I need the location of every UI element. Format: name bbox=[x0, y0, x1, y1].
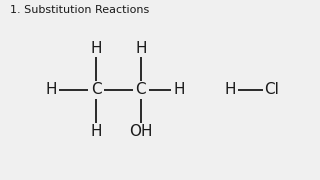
Text: C: C bbox=[135, 82, 146, 98]
Text: H: H bbox=[135, 41, 147, 56]
Text: H: H bbox=[173, 82, 185, 98]
Text: OH: OH bbox=[129, 124, 153, 139]
Text: H: H bbox=[45, 82, 57, 98]
Text: H: H bbox=[90, 41, 102, 56]
Text: 1. Substitution Reactions: 1. Substitution Reactions bbox=[10, 5, 149, 15]
Text: H: H bbox=[90, 124, 102, 139]
Text: H: H bbox=[225, 82, 236, 98]
Text: C: C bbox=[91, 82, 101, 98]
Text: Cl: Cl bbox=[265, 82, 279, 98]
